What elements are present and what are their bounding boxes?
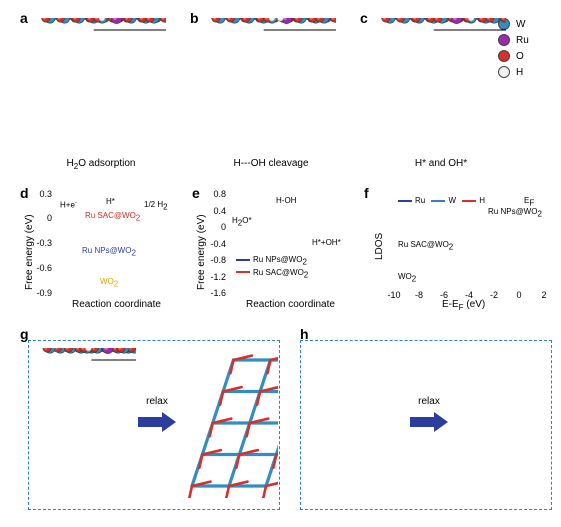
d-anno-bot: WO2 (100, 277, 118, 289)
crystal-g-after (178, 348, 278, 498)
ytick-d-3: -0.6 (30, 263, 52, 273)
legend-e-1: Ru SAC@WO2 (253, 268, 308, 277)
panel-label-a: a (20, 10, 28, 26)
ylabel-f: LDOS (374, 233, 385, 260)
caption-c: H* and OH* (376, 158, 506, 169)
relax-label-g: relax (138, 396, 176, 407)
crystal-a (36, 18, 166, 153)
legend-label-H: H (516, 67, 523, 78)
ytick-d-4: -0.9 (30, 288, 52, 298)
ytick-e-6: -1.6 (202, 288, 226, 298)
xtick-f-4: -2 (485, 290, 503, 300)
f-row2-label: WO2 (398, 272, 416, 284)
legend-f-Ru: Ru (415, 196, 425, 205)
panel-label-e: e (192, 185, 200, 201)
crystal-g-before (36, 348, 136, 498)
ytick-e-4: -0.8 (202, 255, 226, 265)
ytick-d-1: 0 (30, 213, 52, 223)
ytick-e-0: 0.8 (202, 189, 226, 199)
e-cat-2: H*+OH* (312, 238, 341, 247)
xtick-f-1: -8 (410, 290, 428, 300)
legend-f: Ru W H (398, 196, 485, 206)
legend-f-W: W (448, 196, 456, 205)
figure-root: W Ru O H a b c H2O adsorption H---OH cle… (0, 0, 561, 527)
xlabel-e: Reaction coordinate (246, 299, 335, 310)
xtick-f-5: 0 (510, 290, 528, 300)
xlabel-f: E-EF (eV) (442, 299, 485, 312)
fermi-label: EF (524, 196, 534, 208)
d-anno-mid: Ru NPs@WO2 (82, 246, 136, 258)
relax-arrow-h (410, 410, 448, 439)
ytick-d-2: -0.3 (30, 238, 52, 248)
e-cat-0: H2O* (232, 216, 252, 228)
ytick-e-5: -1.2 (202, 272, 226, 282)
ytick-e-3: -0.4 (202, 239, 226, 249)
e-cat-1: H-OH (276, 196, 296, 205)
ytick-d-0: 0.3 (30, 189, 52, 199)
caption-a: H2O adsorption (36, 158, 166, 171)
xtick-f-0: -10 (385, 290, 403, 300)
xtick-f-6: 2 (535, 290, 553, 300)
xtick-f-3: -4 (460, 290, 478, 300)
f-row0-label: Ru NPs@WO2 (488, 207, 542, 219)
d-cat-2: 1/2 H2 (144, 200, 168, 212)
crystal-h-before (308, 348, 408, 498)
xtick-f-2: -6 (435, 290, 453, 300)
legend-label-O: O (516, 51, 524, 62)
crystal-b (206, 18, 336, 153)
ytick-e-1: 0.4 (202, 206, 226, 216)
relax-label-h: relax (410, 396, 448, 407)
xlabel-d: Reaction coordinate (72, 299, 161, 310)
panel-label-d: d (20, 185, 29, 201)
legend-e-0: Ru NPs@WO2 (253, 255, 307, 264)
d-cat-0: H+e- (60, 200, 77, 210)
crystal-c (376, 18, 506, 153)
caption-b: H---OH cleavage (206, 158, 336, 169)
panel-label-c: c (360, 10, 368, 26)
legend-f-H: H (479, 196, 485, 205)
f-row1-label: Ru SAC@WO2 (398, 240, 453, 252)
panel-label-f: f (364, 185, 369, 201)
d-anno-top: Ru SAC@WO2 (85, 211, 140, 223)
relax-arrow-g (138, 410, 176, 439)
d-cat-1: H* (106, 197, 115, 206)
ylabel-d: Free energy (eV) (24, 214, 35, 290)
legend-label-W: W (516, 19, 525, 30)
ytick-e-2: 0 (202, 222, 226, 232)
legend-e: Ru NPs@WO2 Ru SAC@WO2 (236, 255, 308, 280)
panel-label-b: b (190, 10, 199, 26)
legend-label-Ru: Ru (516, 35, 529, 46)
crystal-h-after (450, 348, 550, 498)
